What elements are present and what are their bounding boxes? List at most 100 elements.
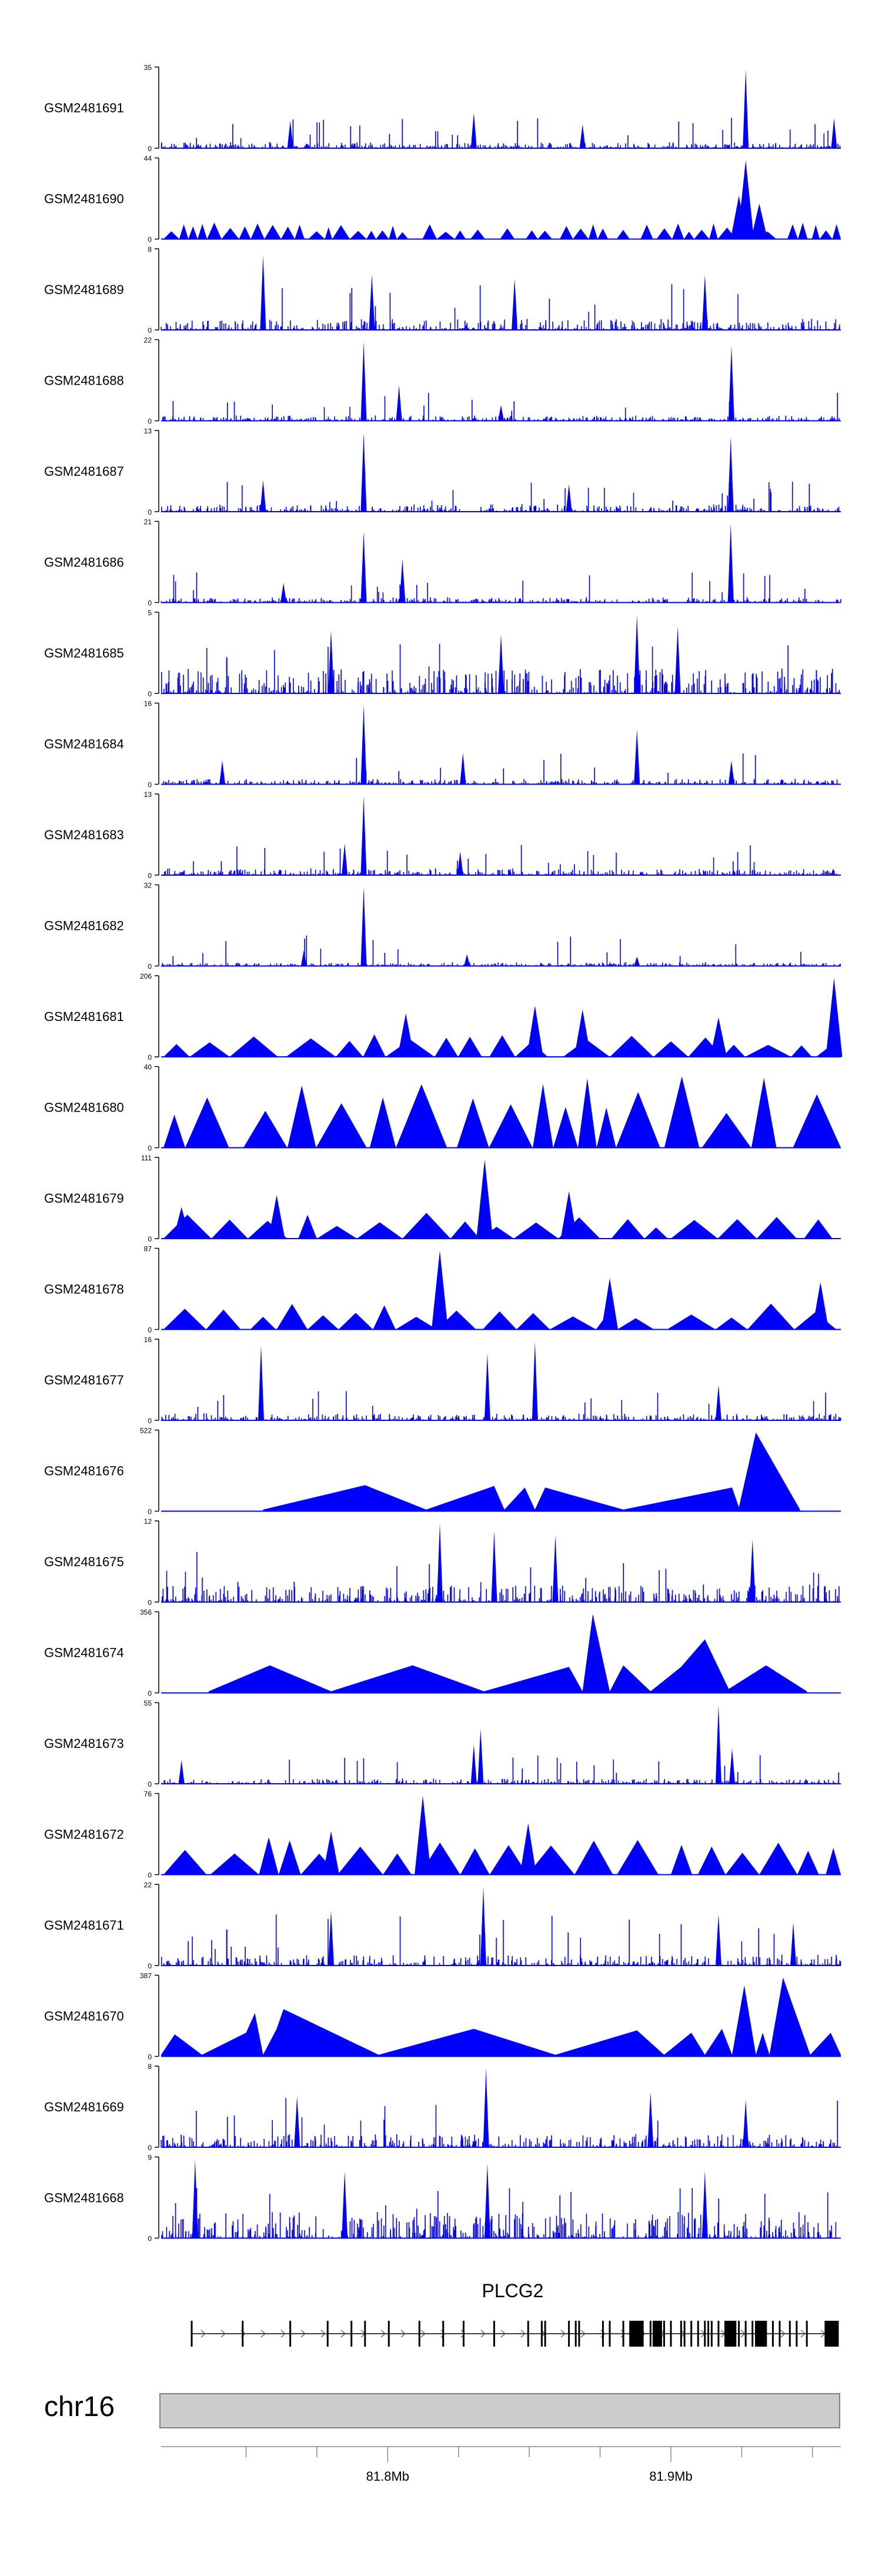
y-axis-max-label: 206 xyxy=(140,972,152,980)
y-axis-min-label: 0 xyxy=(148,1235,152,1243)
gene-exon xyxy=(191,2321,193,2347)
strand-arrow xyxy=(800,2330,806,2338)
track-label: GSM2481685 xyxy=(44,646,124,660)
signal-peak xyxy=(727,523,734,603)
signal-peak xyxy=(483,2068,489,2147)
signal-triangles xyxy=(163,1034,841,1057)
gene-exon xyxy=(609,2321,611,2347)
gene-exon xyxy=(751,2321,754,2347)
strand-arrow xyxy=(480,2330,486,2338)
gene-exon-thick xyxy=(756,2321,766,2347)
track-GSM2481668: GSM2481668 9 0 xyxy=(44,2154,841,2243)
genome-axis-tick-label: 81.8Mb xyxy=(366,2469,409,2484)
gene-exon xyxy=(755,2321,757,2347)
signal-peak xyxy=(476,1160,493,1239)
track-label: GSM2481690 xyxy=(44,192,124,206)
track-GSM2481691: GSM2481691 35 0 xyxy=(44,64,841,153)
y-axis-max-label: 22 xyxy=(144,1881,152,1889)
gene-exon xyxy=(326,2321,329,2347)
strand-arrow xyxy=(260,2330,266,2338)
gene-exon xyxy=(771,2321,774,2347)
y-axis-max-label: 21 xyxy=(144,518,152,526)
signal-spikes xyxy=(161,643,841,693)
gene-exon xyxy=(670,2321,672,2347)
track-label: GSM2481670 xyxy=(44,2009,124,2024)
track-GSM2481687: GSM2481687 13 0 xyxy=(44,427,841,516)
signal-peak xyxy=(826,978,843,1057)
y-axis-max-label: 16 xyxy=(144,1336,152,1344)
y-axis-max-label: 356 xyxy=(140,1609,152,1617)
signal-peak xyxy=(715,1705,721,1784)
gene-exon-thick xyxy=(829,2321,839,2347)
signal-peak xyxy=(701,2171,708,2238)
strand-arrow xyxy=(560,2330,566,2338)
signal-peak xyxy=(369,275,375,330)
track-GSM2481671: GSM2481671 22 0 xyxy=(44,1881,841,1970)
signal-peak xyxy=(300,950,307,966)
signal-peak xyxy=(812,1282,829,1330)
gene-exon-thick xyxy=(726,2321,736,2347)
signal-spikes xyxy=(161,572,841,603)
genome-axis-tick-label: 81.9Mb xyxy=(649,2469,692,2484)
signal-peak xyxy=(280,583,287,603)
signal-peak xyxy=(477,1729,484,1784)
y-axis-min-label: 0 xyxy=(148,2144,152,2152)
strand-arrow xyxy=(460,2330,466,2338)
signal-peak xyxy=(512,278,518,330)
gene-exon-thick xyxy=(634,2321,644,2347)
gene-exon xyxy=(387,2321,390,2347)
track-label: GSM2481682 xyxy=(44,919,124,933)
signal-spikes xyxy=(161,1914,841,1966)
gene-exon xyxy=(602,2321,604,2347)
signal-peak xyxy=(574,1009,591,1057)
gene-exon xyxy=(289,2321,292,2347)
gene-exon xyxy=(442,2321,445,2347)
signal-peak xyxy=(743,2100,749,2147)
signal-peak xyxy=(579,124,586,148)
signal-spikes xyxy=(161,1755,839,1784)
signal-peak xyxy=(287,121,293,148)
signal-peak xyxy=(701,275,708,330)
signal-peak xyxy=(634,956,640,966)
signal-peak xyxy=(323,1831,339,1875)
signal-spikes xyxy=(161,1391,841,1420)
signal-peak xyxy=(743,69,749,148)
y-axis-min-label: 0 xyxy=(148,1326,152,1334)
gene-track: PLCG2 xyxy=(191,2280,839,2347)
signal-peak xyxy=(484,1353,490,1420)
signal-peak xyxy=(729,1748,736,1784)
signal-spikes xyxy=(161,1552,840,1602)
track-label: GSM2481689 xyxy=(44,282,124,297)
gene-exon xyxy=(734,2321,737,2347)
y-axis-min-label: 0 xyxy=(148,690,152,698)
gene-exon xyxy=(707,2321,710,2347)
track-GSM2481675: GSM2481675 12 0 xyxy=(44,1517,841,1607)
y-axis-min-label: 0 xyxy=(148,1053,152,1062)
signal-peak xyxy=(360,433,367,512)
signal-triangles xyxy=(163,1303,837,1330)
y-axis-min-label: 0 xyxy=(148,1871,152,1880)
signal-peak xyxy=(464,954,470,966)
signal-peak xyxy=(484,2163,490,2238)
y-axis-min-label: 0 xyxy=(148,963,152,971)
y-axis-min-label: 0 xyxy=(148,599,152,608)
y-axis-max-label: 32 xyxy=(144,882,152,890)
signal-peak xyxy=(831,118,837,148)
track-GSM2481674: GSM2481674 356 0 xyxy=(44,1609,841,1698)
signal-triangles xyxy=(163,1076,841,1148)
signal-peak xyxy=(470,1744,477,1784)
track-label: GSM2481686 xyxy=(44,555,124,570)
signal-peak xyxy=(498,405,504,421)
gene-exon xyxy=(796,2321,798,2347)
signal-spikes xyxy=(161,2188,837,2238)
signal-peak xyxy=(268,1195,285,1239)
strand-arrow xyxy=(500,2330,506,2338)
signal-peak xyxy=(294,2095,300,2147)
y-axis-max-label: 8 xyxy=(148,245,152,253)
y-axis-max-label: 35 xyxy=(144,64,152,72)
signal-peak xyxy=(258,1345,264,1420)
signal-peak xyxy=(328,630,334,693)
signal-peak xyxy=(634,729,640,785)
signal-spikes xyxy=(161,935,841,966)
signal-peak xyxy=(498,634,504,693)
